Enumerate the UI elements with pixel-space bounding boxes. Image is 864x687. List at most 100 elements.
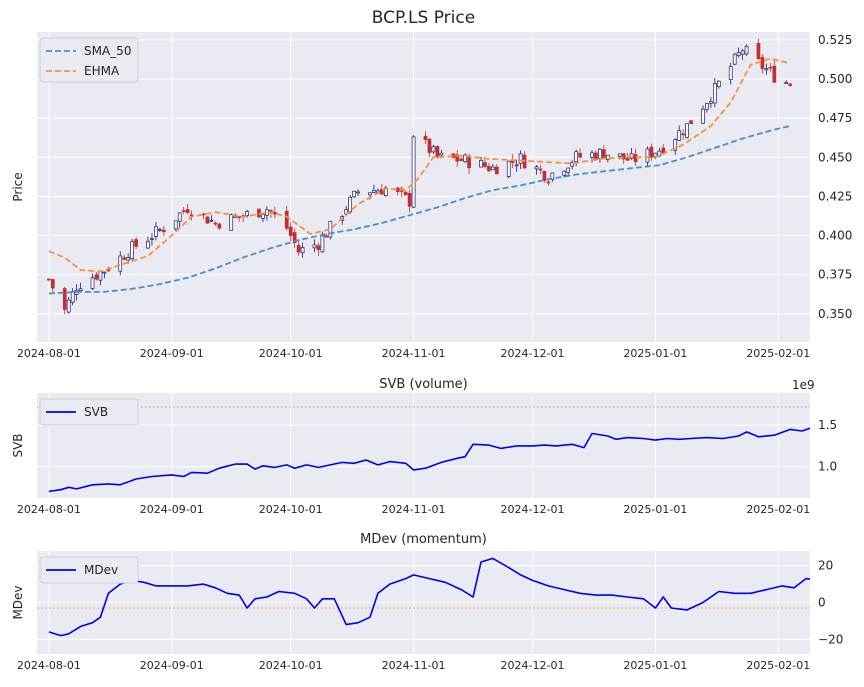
candle-body bbox=[272, 211, 277, 215]
candle-body bbox=[479, 160, 483, 168]
candle-body bbox=[296, 245, 301, 253]
series-line-ehma bbox=[48, 57, 791, 273]
candle-body bbox=[181, 210, 186, 212]
y-tick-label: −20 bbox=[818, 632, 843, 646]
candle-body bbox=[760, 57, 765, 69]
candle-body bbox=[534, 166, 539, 170]
candle-body bbox=[768, 66, 773, 69]
x-tick-label: 2024-09-01 bbox=[140, 659, 204, 672]
legend-label: SMA_50 bbox=[84, 44, 131, 58]
candle-body bbox=[51, 279, 55, 289]
candle-body bbox=[261, 214, 265, 219]
x-tick-label: 2024-08-01 bbox=[17, 659, 81, 672]
x-tick-label: 2024-09-01 bbox=[140, 347, 204, 360]
svb-chart-panel: 2024-08-01 2024-09-01 2024-10-01 2024-11-01… bbox=[11, 377, 837, 516]
candle-body bbox=[94, 274, 99, 280]
candle-body bbox=[288, 226, 293, 236]
mdev-chart-panel: 2024-08-01 2024-09-01 2024-10-01 2024-11-01… bbox=[11, 532, 843, 672]
candle-body bbox=[185, 209, 190, 213]
candle-body bbox=[126, 257, 131, 261]
candle-body bbox=[217, 223, 222, 229]
candle-body bbox=[209, 219, 214, 222]
candle-body bbox=[78, 288, 83, 291]
y-tick-label: 1.0 bbox=[818, 460, 837, 474]
candle-body bbox=[566, 167, 571, 173]
y-tick-label: 0.475 bbox=[818, 111, 852, 125]
y-tick-label: 0.350 bbox=[818, 307, 852, 321]
candle-body bbox=[455, 154, 460, 162]
candle-body bbox=[102, 271, 107, 274]
chart-title: MDev (momentum) bbox=[360, 532, 487, 547]
candle-body bbox=[705, 103, 709, 110]
candle-body bbox=[467, 155, 471, 169]
y-axis-label: MDev bbox=[11, 585, 25, 619]
candle-body bbox=[177, 212, 182, 222]
candle-body bbox=[491, 166, 495, 171]
candle-body bbox=[784, 82, 789, 84]
candle-body bbox=[788, 83, 793, 86]
y-axis-label: SVB bbox=[11, 433, 25, 457]
x-tick-label: 2024-12-01 bbox=[501, 503, 565, 516]
x-tick-label: 2024-09-01 bbox=[140, 503, 204, 516]
x-tick-label: 2024-10-01 bbox=[259, 659, 323, 672]
candle-body bbox=[764, 68, 769, 71]
candle-body bbox=[431, 146, 436, 153]
series-line-sma-50 bbox=[48, 125, 791, 295]
candle-body bbox=[538, 168, 543, 171]
candle-body bbox=[673, 139, 678, 151]
candle-body bbox=[205, 216, 210, 224]
candle-body bbox=[617, 153, 622, 157]
legend-label: MDev bbox=[84, 563, 118, 577]
y-tick-label: 0 bbox=[818, 596, 826, 610]
y-axis-label: Price bbox=[11, 172, 25, 201]
candle-body bbox=[550, 172, 555, 180]
x-tick-label: 2025-01-01 bbox=[623, 659, 687, 672]
legend-box bbox=[39, 398, 139, 426]
candle-body bbox=[150, 238, 154, 240]
candle-body bbox=[483, 162, 487, 167]
candle-body bbox=[356, 191, 360, 194]
candle-body bbox=[352, 190, 356, 198]
candle-body bbox=[605, 154, 610, 160]
candle-body bbox=[621, 153, 626, 160]
candle-body bbox=[681, 133, 685, 136]
legend: MDev bbox=[39, 556, 139, 584]
candle-body bbox=[324, 235, 329, 238]
candle-body bbox=[435, 146, 440, 157]
price-chart-panel: 2024-08-01 2024-09-01 2024-10-01 2024-11-01… bbox=[11, 8, 852, 360]
series-line-mdev bbox=[48, 557, 810, 637]
candle-body bbox=[689, 120, 693, 125]
candle-body bbox=[709, 101, 713, 104]
x-tick-label: 2024-12-01 bbox=[501, 347, 565, 360]
x-tick-label: 2025-02-01 bbox=[746, 659, 810, 672]
candle-body bbox=[316, 245, 321, 251]
candle-body bbox=[598, 148, 602, 159]
candle-body bbox=[70, 291, 75, 303]
candle-body bbox=[66, 299, 71, 313]
candle-body bbox=[685, 123, 689, 138]
x-tick-label: 2024-11-01 bbox=[382, 503, 446, 516]
x-tick-label: 2024-10-01 bbox=[259, 503, 323, 516]
candle-body bbox=[90, 277, 95, 289]
x-tick-label: 2024-11-01 bbox=[382, 659, 446, 672]
candle-body bbox=[732, 53, 737, 65]
candle-body bbox=[463, 154, 467, 162]
candle-body bbox=[237, 216, 242, 218]
candle-body bbox=[158, 229, 162, 231]
candle-body bbox=[494, 166, 499, 175]
y-tick-label: 0.375 bbox=[818, 268, 852, 282]
y-tick-label: 0.425 bbox=[818, 189, 852, 203]
candle-body bbox=[677, 130, 682, 141]
candle-body bbox=[173, 220, 178, 230]
candle-body bbox=[423, 135, 428, 140]
x-tick-label: 2025-01-01 bbox=[623, 503, 687, 516]
candle-body bbox=[134, 239, 138, 247]
candle-body bbox=[439, 152, 444, 156]
y-tick-label: 0.525 bbox=[818, 33, 852, 47]
plot-area bbox=[37, 393, 810, 498]
candle-body bbox=[701, 108, 705, 124]
candle-body bbox=[740, 50, 745, 55]
candle-body bbox=[728, 66, 733, 80]
x-tick-label: 2024-08-01 bbox=[17, 503, 81, 516]
